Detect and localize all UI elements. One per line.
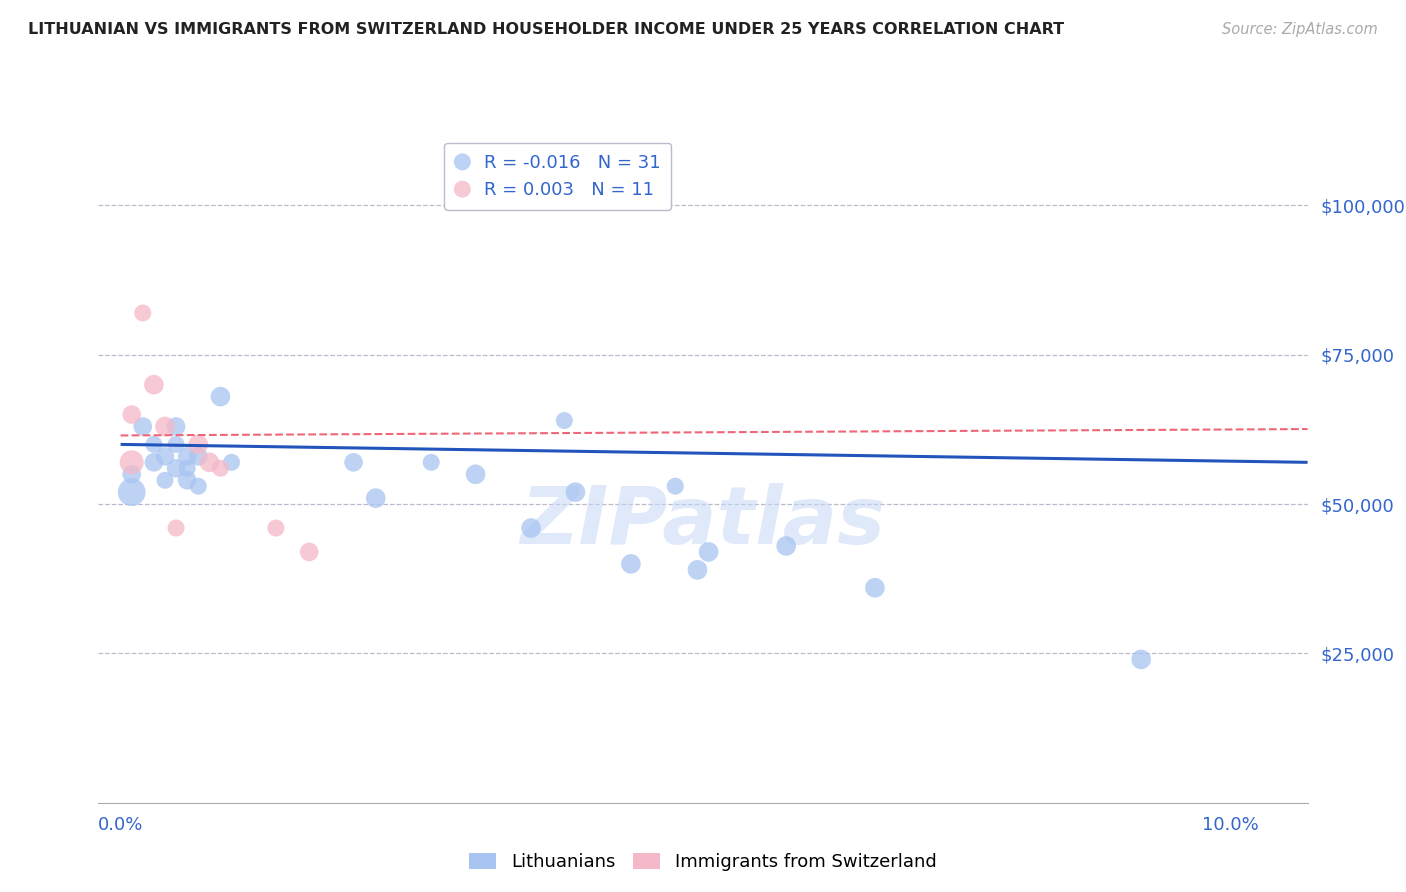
Point xyxy=(121,485,143,500)
Point xyxy=(132,306,155,320)
Point xyxy=(553,413,575,427)
Point xyxy=(165,461,187,475)
Point xyxy=(153,450,176,464)
Point xyxy=(176,461,198,475)
Point xyxy=(165,437,187,451)
Point xyxy=(209,390,232,404)
Point xyxy=(686,563,709,577)
Text: Source: ZipAtlas.com: Source: ZipAtlas.com xyxy=(1222,22,1378,37)
Point xyxy=(187,437,209,451)
Point xyxy=(198,455,221,469)
Legend: R = -0.016   N = 31, R = 0.003   N = 11: R = -0.016 N = 31, R = 0.003 N = 11 xyxy=(444,143,672,210)
Point xyxy=(863,581,886,595)
Point xyxy=(153,473,176,487)
Point xyxy=(165,521,187,535)
Point xyxy=(142,455,165,469)
Legend: Lithuanians, Immigrants from Switzerland: Lithuanians, Immigrants from Switzerland xyxy=(463,846,943,879)
Point xyxy=(664,479,686,493)
Point xyxy=(142,377,165,392)
Text: ZIPatlas: ZIPatlas xyxy=(520,483,886,561)
Point xyxy=(132,419,155,434)
Point xyxy=(775,539,797,553)
Text: LITHUANIAN VS IMMIGRANTS FROM SWITZERLAND HOUSEHOLDER INCOME UNDER 25 YEARS CORR: LITHUANIAN VS IMMIGRANTS FROM SWITZERLAN… xyxy=(28,22,1064,37)
Point xyxy=(176,473,198,487)
Point xyxy=(187,450,209,464)
Point xyxy=(564,485,586,500)
Point xyxy=(209,461,232,475)
Point xyxy=(342,455,364,469)
Point xyxy=(121,467,143,482)
Point xyxy=(176,450,198,464)
Point xyxy=(142,437,165,451)
Point xyxy=(221,455,243,469)
Point xyxy=(187,479,209,493)
Point xyxy=(1130,652,1153,666)
Point xyxy=(298,545,321,559)
Point xyxy=(121,408,143,422)
Point xyxy=(165,419,187,434)
Point xyxy=(121,455,143,469)
Point xyxy=(464,467,486,482)
Point xyxy=(697,545,720,559)
Point xyxy=(420,455,443,469)
Point xyxy=(520,521,543,535)
Point xyxy=(153,419,176,434)
Point xyxy=(264,521,287,535)
Point xyxy=(364,491,387,505)
Point xyxy=(620,557,643,571)
